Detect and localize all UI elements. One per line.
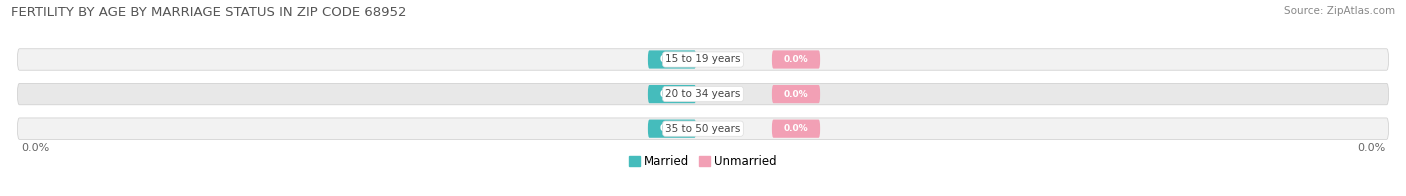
Text: 0.0%: 0.0%: [783, 90, 808, 99]
Text: 0.0%: 0.0%: [783, 124, 808, 133]
FancyBboxPatch shape: [17, 49, 1389, 70]
FancyBboxPatch shape: [648, 85, 696, 103]
Text: 20 to 34 years: 20 to 34 years: [665, 89, 741, 99]
Text: FERTILITY BY AGE BY MARRIAGE STATUS IN ZIP CODE 68952: FERTILITY BY AGE BY MARRIAGE STATUS IN Z…: [11, 6, 406, 19]
Text: 0.0%: 0.0%: [21, 143, 49, 153]
Text: 35 to 50 years: 35 to 50 years: [665, 124, 741, 134]
FancyBboxPatch shape: [772, 85, 820, 103]
FancyBboxPatch shape: [648, 50, 696, 69]
Text: 0.0%: 0.0%: [659, 90, 685, 99]
Text: 0.0%: 0.0%: [783, 55, 808, 64]
Text: Source: ZipAtlas.com: Source: ZipAtlas.com: [1284, 6, 1395, 16]
FancyBboxPatch shape: [17, 118, 1389, 139]
FancyBboxPatch shape: [17, 83, 1389, 105]
Text: 15 to 19 years: 15 to 19 years: [665, 54, 741, 64]
FancyBboxPatch shape: [772, 120, 820, 138]
Text: 0.0%: 0.0%: [659, 55, 685, 64]
FancyBboxPatch shape: [648, 120, 696, 138]
Text: 0.0%: 0.0%: [1357, 143, 1385, 153]
Legend: Married, Unmarried: Married, Unmarried: [624, 150, 782, 173]
Text: 0.0%: 0.0%: [659, 124, 685, 133]
FancyBboxPatch shape: [772, 50, 820, 69]
